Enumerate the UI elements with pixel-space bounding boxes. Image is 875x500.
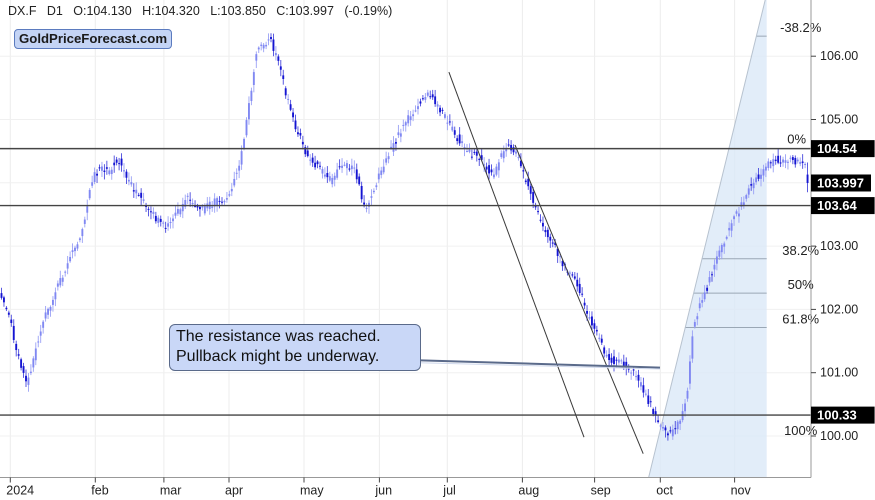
svg-text:jul: jul — [442, 484, 456, 498]
svg-text:106.00: 106.00 — [820, 49, 858, 63]
svg-text:61.8%: 61.8% — [782, 312, 819, 327]
svg-text:feb: feb — [91, 484, 108, 498]
svg-text:apr: apr — [225, 484, 243, 498]
svg-text:105.00: 105.00 — [820, 113, 858, 127]
svg-text:jun: jun — [374, 484, 392, 498]
svg-text:2024: 2024 — [6, 484, 34, 498]
svg-text:103.997: 103.997 — [817, 175, 864, 190]
svg-text:may: may — [300, 484, 324, 498]
svg-text:0%: 0% — [787, 131, 806, 146]
svg-text:aug: aug — [518, 484, 539, 498]
svg-text:nov: nov — [731, 484, 752, 498]
svg-text:104.54: 104.54 — [817, 141, 858, 156]
svg-text:100.00: 100.00 — [820, 429, 858, 443]
svg-text:103.00: 103.00 — [820, 239, 858, 253]
svg-text:100.33: 100.33 — [817, 408, 857, 423]
svg-text:mar: mar — [160, 484, 182, 498]
svg-text:103.64: 103.64 — [817, 198, 858, 213]
svg-text:-38.2%: -38.2% — [780, 20, 822, 35]
svg-text:102.00: 102.00 — [820, 302, 858, 316]
svg-text:50%: 50% — [788, 277, 814, 292]
svg-text:38.2%: 38.2% — [782, 243, 819, 258]
svg-text:oct: oct — [656, 484, 673, 498]
svg-text:101.00: 101.00 — [820, 366, 858, 380]
svg-text:sep: sep — [591, 484, 611, 498]
